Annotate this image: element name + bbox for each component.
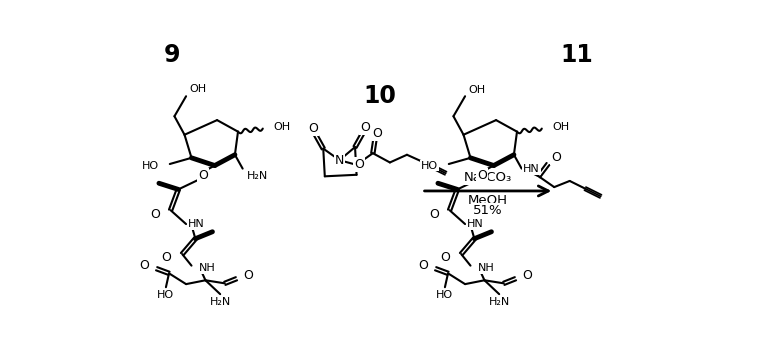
Text: O: O bbox=[522, 269, 532, 282]
Text: O: O bbox=[139, 259, 149, 272]
Text: O: O bbox=[308, 122, 318, 135]
Text: O: O bbox=[418, 259, 428, 272]
Text: MeOH: MeOH bbox=[468, 194, 507, 207]
Text: 10: 10 bbox=[363, 84, 396, 108]
Text: OH: OH bbox=[468, 85, 485, 95]
Text: HO: HO bbox=[142, 160, 159, 171]
Text: OH: OH bbox=[553, 122, 570, 132]
Text: O: O bbox=[372, 127, 382, 140]
Text: O: O bbox=[354, 157, 364, 170]
Text: O: O bbox=[150, 208, 160, 221]
Text: H₂N: H₂N bbox=[210, 297, 231, 307]
Text: O: O bbox=[429, 208, 439, 221]
Text: O: O bbox=[198, 169, 208, 182]
Text: OH: OH bbox=[273, 122, 291, 132]
Text: HN: HN bbox=[188, 219, 204, 229]
Text: O: O bbox=[441, 252, 450, 265]
Text: OH: OH bbox=[189, 84, 207, 94]
Text: 9: 9 bbox=[164, 42, 180, 67]
Text: HN: HN bbox=[523, 164, 540, 174]
Text: N: N bbox=[335, 154, 344, 167]
Text: O: O bbox=[477, 169, 487, 182]
Text: Na₂CO₃: Na₂CO₃ bbox=[463, 171, 512, 184]
Text: O: O bbox=[551, 151, 561, 164]
Text: HO: HO bbox=[436, 290, 453, 300]
Text: O: O bbox=[161, 252, 171, 265]
Text: O: O bbox=[244, 269, 254, 282]
Text: HN: HN bbox=[466, 219, 484, 229]
Text: 11: 11 bbox=[560, 42, 593, 67]
Text: O: O bbox=[360, 121, 370, 134]
Text: H₂N: H₂N bbox=[248, 171, 269, 181]
Text: H₂N: H₂N bbox=[488, 297, 509, 307]
Text: HO: HO bbox=[421, 160, 438, 171]
Text: 51%: 51% bbox=[472, 204, 503, 217]
Text: NH: NH bbox=[198, 263, 215, 273]
Text: NH: NH bbox=[478, 263, 494, 273]
Text: HO: HO bbox=[157, 290, 174, 300]
